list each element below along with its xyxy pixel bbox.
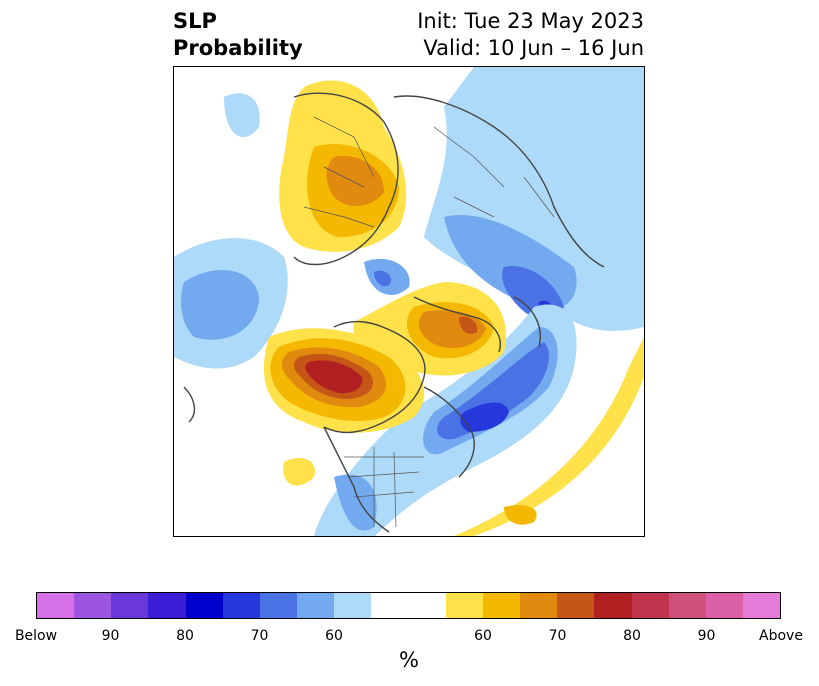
colorbar-tick-label: 80	[176, 628, 194, 644]
colorbar-segment	[668, 593, 706, 618]
colorbar-segment	[482, 593, 521, 618]
colorbar-segment	[222, 593, 260, 618]
borders	[303, 116, 555, 528]
init-date: Init: Tue 23 May 2023	[417, 9, 644, 33]
colorbar-tick-label: 90	[697, 628, 716, 644]
colorbar-segment	[557, 593, 595, 618]
title-variable: SLP	[173, 9, 217, 33]
positive-anomaly-europe	[279, 80, 407, 252]
colorbar-segment	[37, 593, 75, 618]
colorbar-segment	[334, 593, 372, 618]
colorbar-segment	[594, 593, 632, 618]
colorbar-segment	[297, 593, 335, 618]
colorbar-unit: %	[399, 648, 419, 672]
colorbar-segment	[631, 593, 669, 618]
colorbar-segment	[148, 593, 186, 618]
colorbar-tick-label: 60	[474, 628, 492, 644]
colorbar-segment	[185, 593, 223, 618]
colorbar-tick-label: 60	[325, 628, 343, 644]
negative-anomaly-north-atlantic	[314, 304, 577, 536]
colorbar-tick-label: 90	[101, 628, 120, 644]
title-type: Probability	[173, 36, 303, 60]
negative-anomaly-north-pacific	[174, 93, 288, 369]
colorbar-segment	[371, 593, 409, 618]
colorbar-segment	[74, 593, 112, 618]
colorbar-tick-label: 70	[548, 628, 567, 644]
colorbar-segment	[111, 593, 149, 618]
colorbar-segment	[520, 593, 558, 618]
colorbar-tick-label: Above	[759, 628, 803, 644]
colorbar-segment	[742, 593, 781, 618]
colorbar-segment	[408, 593, 446, 618]
probability-map	[174, 67, 644, 536]
colorbar-tick-label: 80	[623, 628, 641, 644]
colorbar-tick-label: Below	[14, 628, 58, 644]
colorbar-segment	[259, 593, 298, 618]
positive-anomaly-north-america	[263, 328, 425, 486]
colorbar-segment	[705, 593, 743, 618]
valid-range: Valid: 10 Jun – 16 Jun	[423, 36, 644, 60]
title-right: Init: Tue 23 May 2023 Valid: 10 Jun – 16…	[417, 8, 644, 62]
colorbar-tick-label: 70	[250, 628, 269, 644]
coastlines	[183, 92, 605, 533]
positive-anomaly-atlantic-arc	[454, 337, 644, 536]
colorbar-segment	[445, 593, 483, 618]
colorbar	[36, 592, 781, 619]
title-left: SLP Probability	[173, 8, 303, 62]
map-panel	[173, 66, 645, 537]
